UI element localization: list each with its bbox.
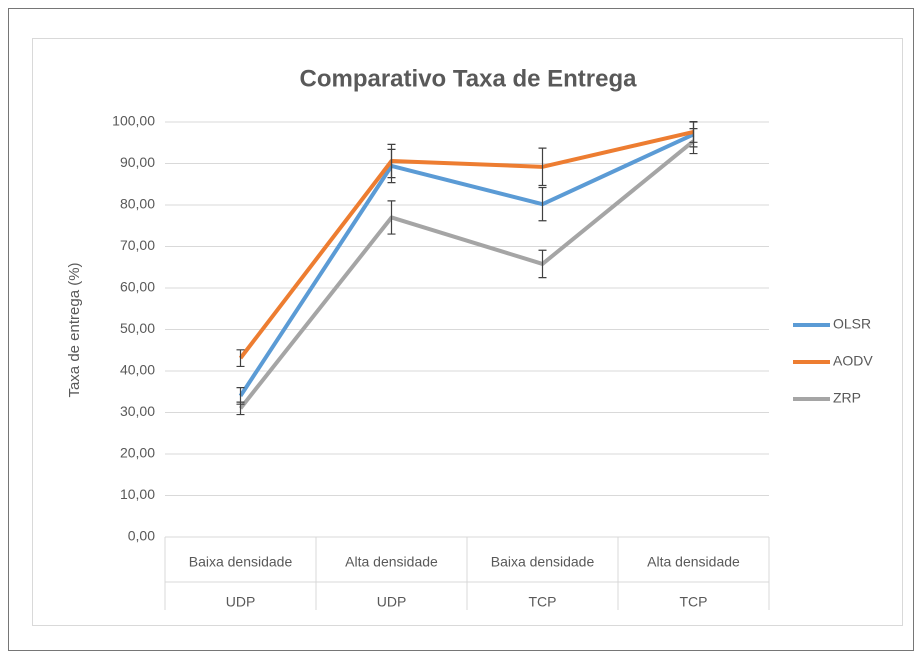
x-tick-label: Alta densidade: [647, 554, 740, 570]
error-bar: [689, 128, 698, 155]
y-tick-label: 0,00: [128, 528, 155, 544]
error-bar: [387, 200, 396, 235]
y-axis-title: Taxa de entrega (%): [66, 262, 83, 397]
y-tick-label: 90,00: [120, 154, 155, 170]
legend-label: ZRP: [833, 390, 861, 406]
error-bar: [387, 143, 396, 179]
x-tick-label: Alta densidade: [345, 554, 438, 570]
x-tick-label: Baixa densidade: [491, 554, 595, 570]
y-tick-label: 30,00: [120, 403, 155, 419]
x-group-label: UDP: [226, 594, 256, 610]
error-bar: [538, 249, 547, 279]
chart-frame: [32, 38, 903, 626]
legend-label: OLSR: [833, 316, 871, 332]
series-line: [238, 130, 694, 360]
x-tick-label: Baixa densidade: [189, 554, 293, 570]
error-bar: [538, 186, 547, 222]
error-bar: [538, 147, 547, 187]
y-tick-label: 10,00: [120, 486, 155, 502]
error-bar: [236, 349, 245, 368]
series-line: [238, 139, 695, 410]
series-line: [238, 132, 695, 397]
x-group-label: TCP: [680, 594, 708, 610]
y-tick-label: 100,00: [112, 113, 155, 129]
y-tick-label: 80,00: [120, 196, 155, 212]
legend-label: AODV: [833, 353, 873, 369]
y-tick-label: 20,00: [120, 445, 155, 461]
y-tick-label: 50,00: [120, 320, 155, 336]
y-tick-label: 60,00: [120, 279, 155, 295]
y-tick-label: 40,00: [120, 362, 155, 378]
x-group-label: TCP: [529, 594, 557, 610]
chart-title: Comparativo Taxa de Entrega: [300, 65, 638, 92]
error-bar: [236, 401, 245, 416]
y-tick-label: 70,00: [120, 237, 155, 253]
x-group-label: UDP: [377, 594, 407, 610]
